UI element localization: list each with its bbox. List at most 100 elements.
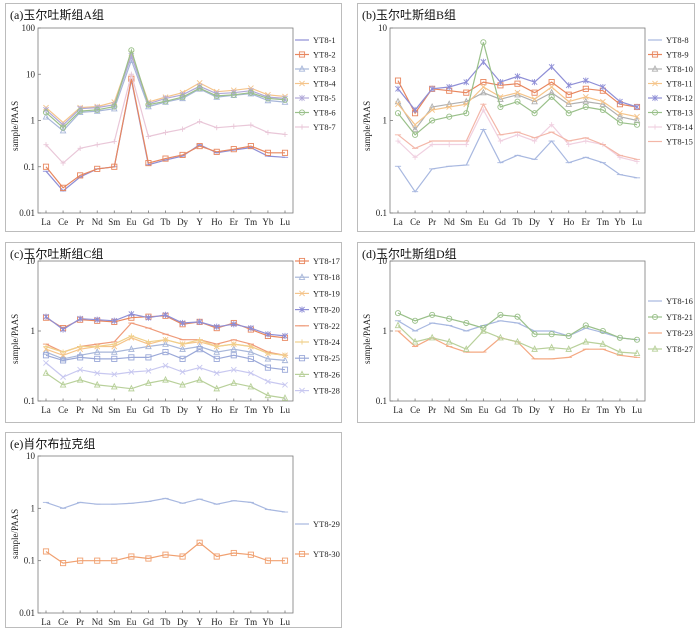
x-tick-label: Eu	[126, 405, 136, 415]
x-tick-label: Ho	[563, 405, 574, 415]
y-tick-label: 10	[378, 23, 388, 33]
data-point	[247, 551, 254, 558]
legend-marker	[298, 257, 306, 265]
legend-marker	[652, 94, 658, 102]
data-point	[599, 100, 607, 107]
y-tick-label: 1	[31, 326, 36, 336]
y-tick-label: 1	[383, 116, 388, 126]
data-point	[463, 89, 470, 96]
legend-label: YT8-4	[313, 79, 336, 89]
data-point	[111, 557, 118, 564]
data-point	[43, 313, 49, 320]
data-point	[633, 336, 641, 343]
legend-label: YT8-18	[313, 272, 340, 282]
data-point	[77, 172, 84, 179]
legend-marker	[299, 387, 305, 394]
x-tick-label: Er	[582, 405, 591, 415]
legend-label: YT8-5	[313, 93, 336, 103]
x-tick-label: Er	[230, 617, 239, 627]
legend-label: YT8-27	[666, 344, 693, 354]
data-point	[446, 104, 453, 110]
legend-marker	[652, 124, 658, 130]
x-tick-label: Lu	[632, 405, 642, 415]
plot-frame	[389, 27, 646, 214]
data-point	[548, 93, 555, 100]
data-point	[617, 98, 623, 105]
legend-marker	[298, 550, 306, 558]
data-point	[616, 348, 624, 355]
data-point	[42, 548, 50, 555]
x-tick-label: La	[41, 405, 51, 415]
data-point	[265, 378, 271, 385]
x-tick-label: Nd	[444, 405, 455, 415]
y-tick-label: 1	[31, 503, 36, 513]
data-point	[42, 163, 50, 170]
data-point	[110, 104, 118, 112]
legend-marker	[299, 339, 305, 345]
data-point	[145, 342, 152, 350]
x-tick-label: Dy	[177, 617, 188, 627]
legend-marker	[651, 64, 659, 72]
x-tick-label: Sm	[108, 617, 120, 627]
data-point	[463, 79, 470, 86]
data-point	[247, 348, 255, 355]
data-point	[59, 354, 67, 362]
x-tick-label: Eu	[126, 617, 136, 627]
data-point	[394, 110, 402, 117]
panel-b-chart: 0.1 1 10 La Ce Pr Nd Sm Eu Gd Tb Dy Y Ho Er Tm Yb Lu YT8-8…	[376, 23, 694, 227]
series-line-YT8-25	[45, 348, 286, 371]
data-point	[60, 124, 67, 131]
y-tick-label: 1	[31, 116, 36, 126]
data-point	[162, 349, 169, 356]
x-tick-label: Lu	[632, 217, 642, 227]
data-point	[634, 113, 640, 120]
series-line-YT8-7	[45, 71, 286, 164]
data-point	[179, 94, 186, 101]
data-point	[60, 560, 67, 567]
x-tick-label: Eu	[478, 405, 488, 415]
legend-label: YT8-8	[666, 35, 689, 45]
legend-label: YT8-2	[313, 50, 336, 60]
data-point	[128, 345, 135, 352]
x-tick-label: Sm	[460, 405, 472, 415]
data-point	[514, 80, 521, 87]
data-point	[162, 311, 169, 318]
data-point	[281, 557, 289, 564]
legend-marker	[299, 94, 305, 102]
data-point	[248, 122, 254, 128]
legend-label: YT8-23	[666, 328, 693, 338]
data-point	[145, 339, 152, 345]
x-tick-label: Eu	[126, 217, 136, 227]
y-tick-label: 10	[26, 256, 36, 266]
data-point	[145, 102, 152, 110]
panel-e-chart: 0.01 0.1 1 10 La Ce Pr Nd Sm Eu Gd Tb Dy Y Ho Er Tm Yb Lu Y…	[19, 451, 340, 627]
legend-label: YT8-22	[313, 321, 340, 331]
x-tick-label: Yb	[262, 617, 273, 627]
data-point	[196, 346, 203, 353]
data-point	[514, 313, 521, 320]
data-point	[111, 355, 118, 362]
x-tick-label: Yb	[262, 405, 273, 415]
data-point	[162, 551, 169, 558]
data-point	[247, 89, 254, 96]
data-point	[497, 103, 504, 111]
data-point	[93, 107, 101, 114]
data-point	[411, 125, 419, 133]
data-point	[264, 354, 272, 362]
panel-c-title: (c)玉尔吐斯组C组	[10, 247, 104, 261]
data-point	[247, 355, 254, 362]
data-point	[77, 366, 84, 373]
legend-label: YT8-26	[313, 369, 340, 379]
legend-label: YT8-19	[313, 288, 340, 298]
data-point	[179, 369, 186, 375]
data-point	[145, 160, 152, 167]
data-point	[548, 84, 555, 90]
series-line-YT8-13	[397, 42, 638, 136]
data-point	[145, 354, 152, 361]
legend-label: YT8-12	[666, 93, 693, 103]
data-point	[93, 348, 101, 355]
data-point	[445, 337, 453, 345]
x-tick-label: Lu	[280, 617, 290, 627]
data-point	[77, 145, 83, 151]
legend-label: YT8-20	[313, 305, 340, 315]
